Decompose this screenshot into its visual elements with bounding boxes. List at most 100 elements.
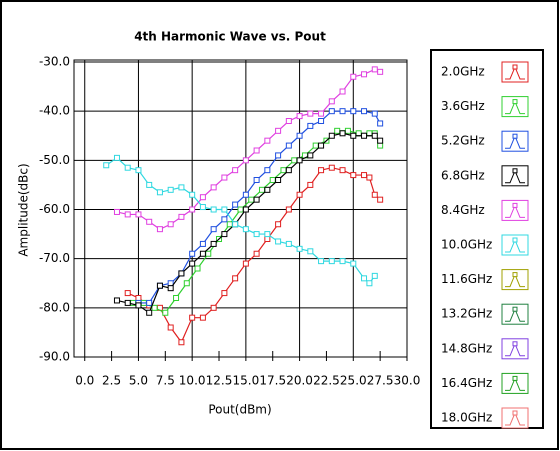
- legend-icon-box: [501, 199, 529, 221]
- data-point: [167, 324, 174, 331]
- data-point: [339, 108, 346, 115]
- legend-label: 8.4GHz: [441, 203, 485, 217]
- data-point: [307, 248, 314, 255]
- data-point: [275, 221, 282, 228]
- data-point: [328, 258, 335, 265]
- data-point: [285, 167, 292, 174]
- data-point: [328, 98, 335, 105]
- data-point: [167, 186, 174, 193]
- data-point: [189, 314, 196, 321]
- data-point: [366, 130, 373, 137]
- legend-label: 5.2GHz: [441, 134, 485, 148]
- data-point: [242, 226, 249, 233]
- x-tick-label: 30.0: [394, 374, 421, 388]
- data-point: [173, 295, 180, 301]
- data-point: [194, 265, 201, 272]
- data-point: [275, 177, 282, 183]
- data-point: [199, 314, 206, 321]
- data-point: [232, 275, 239, 282]
- data-point: [167, 285, 174, 292]
- data-point: [339, 130, 346, 137]
- x-tick-label: 22.5: [313, 374, 340, 388]
- data-point: [199, 204, 206, 211]
- data-point: [307, 122, 314, 129]
- x-tick-label: 10.0: [179, 374, 206, 388]
- data-point: [339, 88, 346, 95]
- data-point: [253, 250, 260, 257]
- data-point: [189, 260, 196, 267]
- data-point: [248, 196, 255, 203]
- data-point: [103, 162, 110, 169]
- data-point: [361, 108, 368, 115]
- data-point: [156, 282, 163, 289]
- legend-label: 18.0GHz: [441, 411, 492, 425]
- data-point: [339, 258, 346, 265]
- data-point: [146, 218, 153, 225]
- legend-icon-box: [501, 303, 529, 325]
- data-point: [285, 118, 292, 124]
- data-point: [242, 206, 249, 213]
- x-tick-label: 15.0: [233, 374, 260, 388]
- legend-label: 3.6GHz: [441, 99, 485, 113]
- legend-label: 10.0GHz: [441, 238, 492, 252]
- y-axis-label: Amplitude(dBc): [17, 163, 31, 256]
- data-point: [210, 184, 217, 191]
- data-point: [113, 297, 120, 304]
- data-point: [275, 152, 282, 159]
- data-point: [178, 184, 185, 191]
- data-point: [242, 191, 249, 198]
- data-point: [285, 240, 292, 247]
- data-point: [366, 174, 373, 181]
- data-point: [312, 142, 319, 149]
- legend-icon-marker: [512, 133, 518, 139]
- data-point: [146, 309, 153, 316]
- data-point: [113, 208, 120, 215]
- data-point: [135, 295, 142, 301]
- data-point: [135, 302, 142, 309]
- data-point: [269, 177, 276, 183]
- data-point: [178, 339, 185, 346]
- y-tick-label: -80.0: [39, 300, 70, 314]
- data-point: [242, 260, 249, 267]
- data-point: [350, 73, 357, 80]
- data-point: [210, 240, 217, 247]
- data-point: [232, 167, 239, 174]
- data-point: [135, 211, 142, 218]
- data-point: [189, 206, 196, 213]
- data-point: [307, 152, 314, 159]
- data-point: [339, 167, 346, 174]
- data-point: [199, 250, 206, 257]
- data-point: [199, 194, 206, 201]
- legend-label: 13.2GHz: [441, 307, 492, 321]
- x-tick-label: 20.0: [286, 374, 313, 388]
- legend-icon-box: [501, 61, 529, 83]
- data-point: [280, 167, 287, 174]
- data-point: [264, 137, 271, 144]
- data-point: [350, 172, 357, 179]
- data-point: [355, 130, 362, 137]
- data-point: [285, 142, 292, 149]
- x-tick-label: 0.0: [75, 374, 94, 388]
- legend-label: 11.6GHz: [441, 272, 492, 286]
- chart-title: 4th Harmonic Wave vs. Pout: [134, 30, 326, 44]
- data-point: [146, 181, 153, 188]
- data-point: [199, 240, 206, 247]
- data-point: [135, 167, 142, 174]
- data-point: [189, 191, 196, 198]
- data-point: [377, 120, 384, 127]
- data-point: [275, 238, 282, 245]
- data-point: [264, 231, 271, 238]
- x-tick-label: 2.5: [102, 374, 121, 388]
- data-point: [221, 231, 228, 238]
- data-point: [377, 142, 384, 149]
- x-axis-label: Pout(dBm): [208, 403, 271, 417]
- legend-icon-box: [501, 165, 529, 187]
- data-point: [189, 250, 196, 257]
- data-point: [221, 206, 228, 213]
- data-point: [366, 280, 373, 287]
- data-point: [253, 196, 260, 203]
- data-point: [371, 66, 378, 73]
- data-point: [178, 270, 185, 277]
- y-tick-label: -30.0: [39, 55, 70, 69]
- data-point: [237, 206, 244, 213]
